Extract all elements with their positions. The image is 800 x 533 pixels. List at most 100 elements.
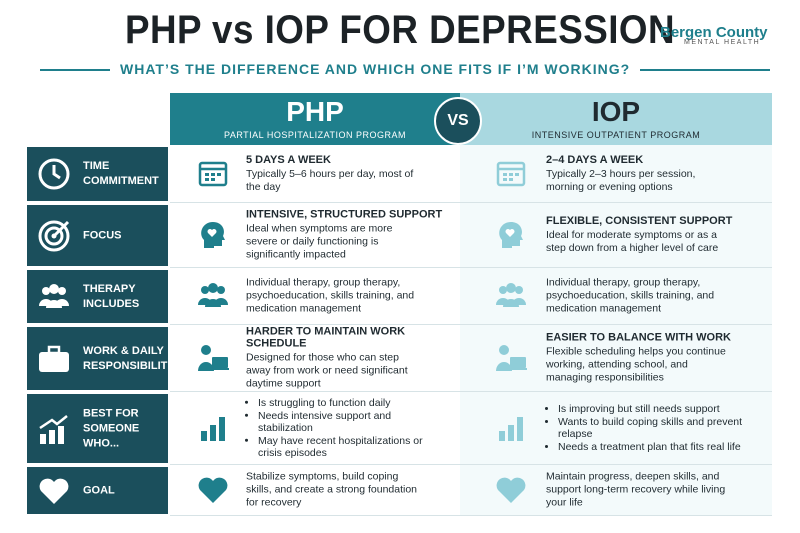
cell-content: HARDER TO MAINTAIN WORK SCHEDULE Designed… xyxy=(246,326,450,391)
icon xyxy=(198,477,228,503)
cell-icon xyxy=(494,157,528,196)
brand-sub: MENTAL HEALTH xyxy=(684,39,761,46)
cell-icon xyxy=(494,341,528,380)
iop-cell: FLEXIBLE, CONSISTENT SUPPORT Ideal for mo… xyxy=(460,203,772,268)
cell-content: Individual therapy, group therapy, psych… xyxy=(546,277,762,316)
cell-heading: INTENSIVE, STRUCTURED SUPPORT xyxy=(246,208,443,221)
cell-icon xyxy=(196,411,230,450)
bullet: Is improving but still needs support xyxy=(558,403,743,416)
cell-content: Individual therapy, group therapy, psych… xyxy=(246,277,450,316)
cell-icon xyxy=(494,411,528,450)
bullet-list: Is improving but still needs supportWant… xyxy=(546,403,743,453)
php-cell: Individual therapy, group therapy, psych… xyxy=(170,268,460,325)
iop-cell: EASIER TO BALANCE WITH WORK Flexible sche… xyxy=(460,325,772,392)
subtitle: WHAT’S THE DIFFERENCE AND WHICH ONE FITS… xyxy=(110,61,641,77)
iop-cell: Maintain progress, deepen skills, and su… xyxy=(460,465,772,516)
cell-content: Is improving but still needs supportWant… xyxy=(546,403,762,453)
icon xyxy=(39,414,68,444)
cell-text: Individual therapy, group therapy, psych… xyxy=(246,276,415,315)
icon xyxy=(198,283,228,307)
php-title: PHP xyxy=(286,96,344,127)
php-cell: INTENSIVE, STRUCTURED SUPPORT Ideal when … xyxy=(170,203,460,268)
row-label: GOAL xyxy=(27,467,168,514)
row-label: TIME COMMITMENT xyxy=(27,147,168,201)
icon xyxy=(39,478,69,504)
cell-text: Designed for those who can step away fro… xyxy=(246,351,408,390)
cell-heading: EASIER TO BALANCE WITH WORK xyxy=(546,331,731,344)
row-label: FOCUS xyxy=(27,205,168,266)
row-label-text: WORK & DAILY RESPONSIBILITIES xyxy=(83,344,186,372)
iop-cell: 2–4 DAYS A WEEK Typically 2–3 hours per s… xyxy=(460,145,772,203)
icon xyxy=(496,477,526,503)
cell-content: 2–4 DAYS A WEEK Typically 2–3 hours per s… xyxy=(546,154,762,194)
icon xyxy=(39,283,69,308)
icon xyxy=(198,345,229,371)
icon xyxy=(38,158,70,190)
cell-heading: FLEXIBLE, CONSISTENT SUPPORT xyxy=(546,215,733,227)
row-label-text: GOAL xyxy=(83,484,115,496)
iop-cell: Is improving but still needs supportWant… xyxy=(460,392,772,465)
row-label-text: THERAPY INCLUDES xyxy=(83,282,140,310)
row-label: BEST FOR SOMEONE WHO... xyxy=(27,394,168,463)
php-subtitle: PARTIAL HOSPITALIZATION PROGRAM xyxy=(223,130,407,140)
cell-content: Is struggling to function dailyNeeds int… xyxy=(246,397,450,460)
cell-text: Ideal for moderate symptoms or as a step… xyxy=(546,229,719,254)
bullet: May have recent hospitalizations or cris… xyxy=(258,434,443,459)
row-label-text: TIME COMMITMENT xyxy=(83,160,159,187)
cell-icon xyxy=(196,341,230,380)
cell-icon xyxy=(196,157,230,196)
brand: Bergen County xyxy=(660,24,768,41)
cell-text: Individual therapy, group therapy, psych… xyxy=(546,276,715,315)
row-label: THERAPY INCLUDES xyxy=(27,270,168,323)
icon xyxy=(496,345,527,371)
iop-subtitle: INTENSIVE OUTPATIENT PROGRAM xyxy=(531,130,701,140)
php-cell: 5 DAYS A WEEK Typically 5–6 hours per day… xyxy=(170,145,460,203)
cell-text: Typically 5–6 hours per day, most of the… xyxy=(246,167,414,193)
row-icon xyxy=(37,280,71,319)
icon xyxy=(38,220,70,251)
icon xyxy=(198,161,228,186)
icon xyxy=(499,222,523,248)
cell-icon xyxy=(196,473,230,512)
cell-content: Stabilize symptoms, build coping skills,… xyxy=(246,471,450,510)
vs-badge: VS xyxy=(434,97,482,145)
cell-text: Maintain progress, deepen skills, and su… xyxy=(546,470,726,509)
cell-content: FLEXIBLE, CONSISTENT SUPPORT Ideal for mo… xyxy=(546,215,762,255)
php-cell: Is struggling to function dailyNeeds int… xyxy=(170,392,460,465)
cell-icon xyxy=(494,279,528,318)
icon xyxy=(499,417,523,441)
bullet: Needs intensive support and stabilizatio… xyxy=(258,409,443,434)
icon xyxy=(201,222,225,248)
cell-icon xyxy=(196,279,230,318)
bullet: Wants to build coping skills and prevent… xyxy=(558,416,743,441)
cell-icon xyxy=(196,218,230,257)
cell-content: 5 DAYS A WEEK Typically 5–6 hours per day… xyxy=(246,154,450,194)
icon xyxy=(496,161,526,186)
php-cell: Stabilize symptoms, build coping skills,… xyxy=(170,465,460,516)
cell-content: EASIER TO BALANCE WITH WORK Flexible sche… xyxy=(546,332,762,385)
row-icon xyxy=(37,219,71,258)
cell-content: Maintain progress, deepen skills, and su… xyxy=(546,471,762,510)
row-icon xyxy=(37,342,71,381)
cell-heading: HARDER TO MAINTAIN WORK SCHEDULE xyxy=(246,325,406,350)
cell-text: Typically 2–3 hours per session, morning… xyxy=(546,167,696,193)
iop-header: IOP INTENSIVE OUTPATIENT PROGRAM xyxy=(460,93,772,145)
row-icon xyxy=(37,157,71,196)
row-icon xyxy=(37,474,71,513)
icon xyxy=(39,345,69,372)
row-label-text: FOCUS xyxy=(83,229,122,241)
cell-text: Ideal when symptoms are more severe or d… xyxy=(246,222,393,261)
php-cell: HARDER TO MAINTAIN WORK SCHEDULE Designed… xyxy=(170,325,460,392)
row-icon xyxy=(37,412,71,451)
row-label: WORK & DAILY RESPONSIBILITIES xyxy=(27,327,186,390)
cell-icon xyxy=(494,218,528,257)
icon xyxy=(496,283,526,307)
php-header: PHP PARTIAL HOSPITALIZATION PROGRAM xyxy=(170,93,460,145)
cell-heading: 2–4 DAYS A WEEK xyxy=(546,153,644,166)
icon xyxy=(201,417,225,441)
bullet: Needs a treatment plan that fits real li… xyxy=(558,441,743,454)
row-label-text: BEST FOR SOMEONE WHO... xyxy=(83,407,140,449)
cell-text: Stabilize symptoms, build coping skills,… xyxy=(246,470,418,509)
cell-text: Flexible scheduling helps you continue w… xyxy=(546,345,726,384)
